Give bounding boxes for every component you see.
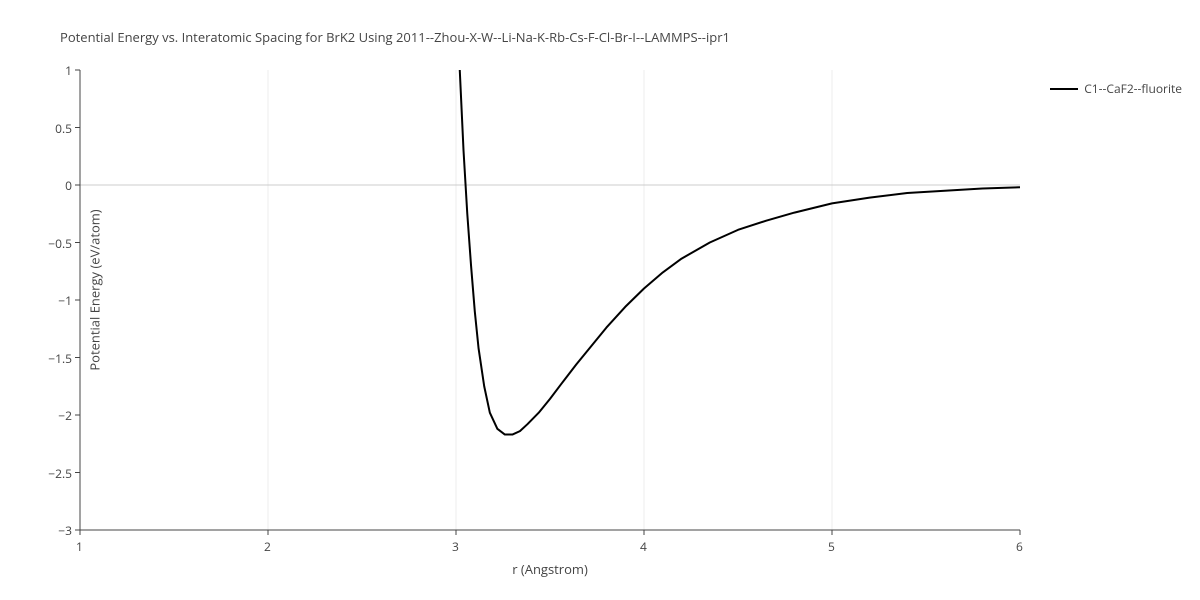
y-tick-label: −2.5 — [48, 465, 72, 482]
x-tick-label: 4 — [640, 538, 647, 555]
y-tick-label: −0.5 — [48, 235, 72, 252]
x-axis-label: r (Angstrom) — [512, 560, 588, 578]
y-tick-label: 1 — [65, 62, 72, 79]
legend[interactable]: C1--CaF2--fluorite — [1050, 80, 1182, 97]
y-tick-label: −1.5 — [48, 350, 72, 367]
x-tick-label: 5 — [828, 538, 835, 555]
legend-series-label: C1--CaF2--fluorite — [1084, 80, 1182, 97]
y-tick-label: −1 — [58, 292, 72, 309]
y-tick-label: −3 — [58, 522, 72, 539]
y-tick-label: 0.5 — [55, 120, 72, 137]
x-tick-label: 2 — [264, 538, 271, 555]
y-tick-label: 0 — [65, 177, 72, 194]
x-tick-label: 3 — [452, 538, 459, 555]
x-tick-label: 1 — [76, 538, 83, 555]
y-tick-label: −2 — [58, 407, 72, 424]
plot-svg — [80, 70, 1020, 530]
x-tick-label: 6 — [1016, 538, 1023, 555]
chart-title: Potential Energy vs. Interatomic Spacing… — [60, 28, 730, 46]
legend-series-line — [1050, 88, 1078, 90]
